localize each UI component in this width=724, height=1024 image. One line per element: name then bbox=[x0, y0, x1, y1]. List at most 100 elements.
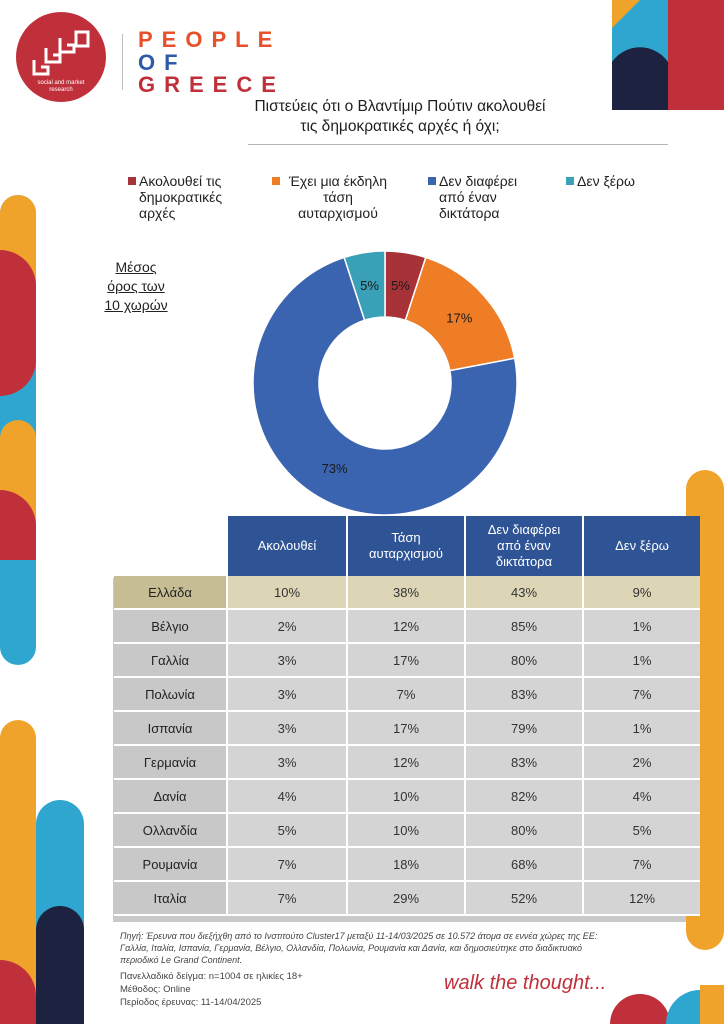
average-label: Μέσος όρος των 10 χωρών bbox=[86, 258, 186, 315]
value-cell: 3% bbox=[228, 712, 348, 746]
value-cell: 10% bbox=[348, 780, 466, 814]
value-cell: 7% bbox=[228, 848, 348, 882]
table-row: Πολωνία 3% 7% 83% 7% bbox=[114, 678, 700, 712]
corner-shape-red bbox=[668, 0, 724, 110]
value-cell: 29% bbox=[348, 882, 466, 916]
value-cell: 17% bbox=[348, 712, 466, 746]
value-cell: 2% bbox=[584, 746, 700, 780]
legend-swatch-dont-know bbox=[566, 177, 574, 185]
value-cell: 43% bbox=[466, 576, 584, 610]
legend-label-line: Δεν διαφέρει bbox=[439, 173, 518, 189]
sample-info: Πανελλαδικό δείγμα: n=1004 σε ηλικίες 18… bbox=[120, 971, 303, 982]
value-cell: 5% bbox=[584, 814, 700, 848]
table-row: Βέλγιο 2% 12% 85% 1% bbox=[114, 610, 700, 644]
value-cell: 17% bbox=[348, 644, 466, 678]
value-cell: 7% bbox=[584, 678, 700, 712]
country-cell: Ολλανδία bbox=[114, 814, 228, 848]
header-line: Τάση bbox=[391, 530, 421, 545]
legend-item-dictator: Δεν διαφέρει από έναν δικτάτορα bbox=[428, 173, 558, 221]
method-info: Μέθοδος: Online bbox=[120, 984, 191, 995]
country-cell: Ιταλία bbox=[114, 882, 228, 916]
header-line: Δεν διαφέρει bbox=[487, 522, 561, 537]
table-row: Γερμανία 3% 12% 83% 2% bbox=[114, 746, 700, 780]
bottom-left-dark bbox=[36, 906, 84, 1024]
legend-swatch-dictator bbox=[428, 177, 436, 185]
header-line: αυταρχισμού bbox=[368, 546, 444, 561]
bottom-right-orange bbox=[700, 985, 724, 1024]
legend-label-line: Έχει μια έκδηλη bbox=[288, 173, 388, 189]
value-cell: 82% bbox=[466, 780, 584, 814]
value-cell: 68% bbox=[466, 848, 584, 882]
left-strip-red-2 bbox=[0, 490, 36, 560]
country-cell: Ρουμανία bbox=[114, 848, 228, 882]
value-cell: 52% bbox=[466, 882, 584, 916]
value-cell: 9% bbox=[584, 576, 700, 610]
header-authoritarian: Τάση αυταρχισμού bbox=[348, 516, 466, 576]
header-dont-know: Δεν ξέρω bbox=[584, 516, 700, 576]
bottom-left-red bbox=[0, 960, 36, 1024]
country-cell: Πολωνία bbox=[114, 678, 228, 712]
tagline: walk the thought... bbox=[444, 972, 607, 994]
left-strip-red-1 bbox=[0, 250, 36, 396]
value-cell: 4% bbox=[584, 780, 700, 814]
average-label-line: Μέσος bbox=[115, 259, 157, 275]
header-line: δικτάτορα bbox=[495, 554, 553, 569]
page-title: Πιστεύεις ότι ο Βλαντίμιρ Πούτιν ακολουθ… bbox=[150, 97, 650, 137]
table-row: Ιταλία 7% 29% 52% 12% bbox=[114, 882, 700, 916]
country-cell: Γαλλία bbox=[114, 644, 228, 678]
source-footnote: Πηγή: Έρευνα που διεξήχθη από το Ινστιτο… bbox=[120, 930, 660, 966]
brand-word-people: PEOPLE bbox=[138, 27, 282, 52]
value-cell: 4% bbox=[228, 780, 348, 814]
label-dont-know: 5% bbox=[360, 278, 379, 293]
value-cell: 1% bbox=[584, 644, 700, 678]
title-line-2: τις δημοκρατικές αρχές ή όχι; bbox=[300, 118, 500, 135]
table-row: Γαλλία 3% 17% 80% 1% bbox=[114, 644, 700, 678]
value-cell: 7% bbox=[348, 678, 466, 712]
value-cell: 12% bbox=[348, 610, 466, 644]
country-cell: Ελλάδα bbox=[114, 576, 228, 610]
logo-divider bbox=[122, 34, 123, 90]
table-header-row: Ακολουθεί Τάση αυταρχισμού Δεν διαφέρει … bbox=[114, 516, 700, 576]
logo-subtitle: social and market research bbox=[37, 80, 85, 93]
brand-line-1: PEOPLE bbox=[138, 29, 281, 51]
source-line: περιοδικό Le Grand Continent. bbox=[120, 955, 243, 965]
table-row: Δανία 4% 10% 82% 4% bbox=[114, 780, 700, 814]
value-cell: 18% bbox=[348, 848, 466, 882]
brand-word-of: OF bbox=[138, 50, 187, 75]
legend-item-follows: Ακολουθεί τις δημοκρατικές αρχές bbox=[128, 173, 258, 221]
legend-item-authoritarian: Έχει μια έκδηλη τάση αυταρχισμού bbox=[272, 173, 412, 221]
slice-dictator bbox=[252, 256, 518, 516]
legend-label-line: δικτάτορα bbox=[439, 205, 500, 221]
value-cell: 3% bbox=[228, 644, 348, 678]
legend-label-line: Ακολουθεί τις bbox=[139, 173, 222, 189]
legend-label-line: Δεν ξέρω bbox=[577, 173, 635, 189]
source-line: Πηγή: Έρευνα που διεξήχθη από το Ινστιτο… bbox=[120, 931, 598, 941]
brand-line-3: GREECE bbox=[138, 74, 285, 96]
value-cell: 7% bbox=[584, 848, 700, 882]
value-cell: 3% bbox=[228, 746, 348, 780]
value-cell: 7% bbox=[228, 882, 348, 916]
header-follows: Ακολουθεί bbox=[228, 516, 348, 576]
country-cell: Δανία bbox=[114, 780, 228, 814]
table-row: Ελλάδα 10% 38% 43% 9% bbox=[114, 576, 700, 610]
legend-label-line: δημοκρατικές bbox=[139, 189, 223, 205]
brand-line-2: OF bbox=[138, 52, 187, 74]
value-cell: 85% bbox=[466, 610, 584, 644]
legend-label-line: αρχές bbox=[139, 205, 176, 221]
value-cell: 79% bbox=[466, 712, 584, 746]
country-cell: Βέλγιο bbox=[114, 610, 228, 644]
legend-item-dont-know: Δεν ξέρω bbox=[566, 173, 666, 189]
bottom-right-red bbox=[610, 994, 670, 1024]
country-table: Ακολουθεί Τάση αυταρχισμού Δεν διαφέρει … bbox=[114, 516, 700, 916]
country-cell: Γερμανία bbox=[114, 746, 228, 780]
value-cell: 38% bbox=[348, 576, 466, 610]
average-label-line: 10 χωρών bbox=[104, 297, 168, 313]
value-cell: 3% bbox=[228, 678, 348, 712]
value-cell: 10% bbox=[348, 814, 466, 848]
corner-shape-orange bbox=[612, 0, 640, 28]
value-cell: 10% bbox=[228, 576, 348, 610]
table-row: Ρουμανία 7% 18% 68% 7% bbox=[114, 848, 700, 882]
title-line-1: Πιστεύεις ότι ο Βλαντίμιρ Πούτιν ακολουθ… bbox=[254, 98, 546, 115]
legend-label-line: τάση bbox=[323, 189, 353, 205]
value-cell: 12% bbox=[348, 746, 466, 780]
